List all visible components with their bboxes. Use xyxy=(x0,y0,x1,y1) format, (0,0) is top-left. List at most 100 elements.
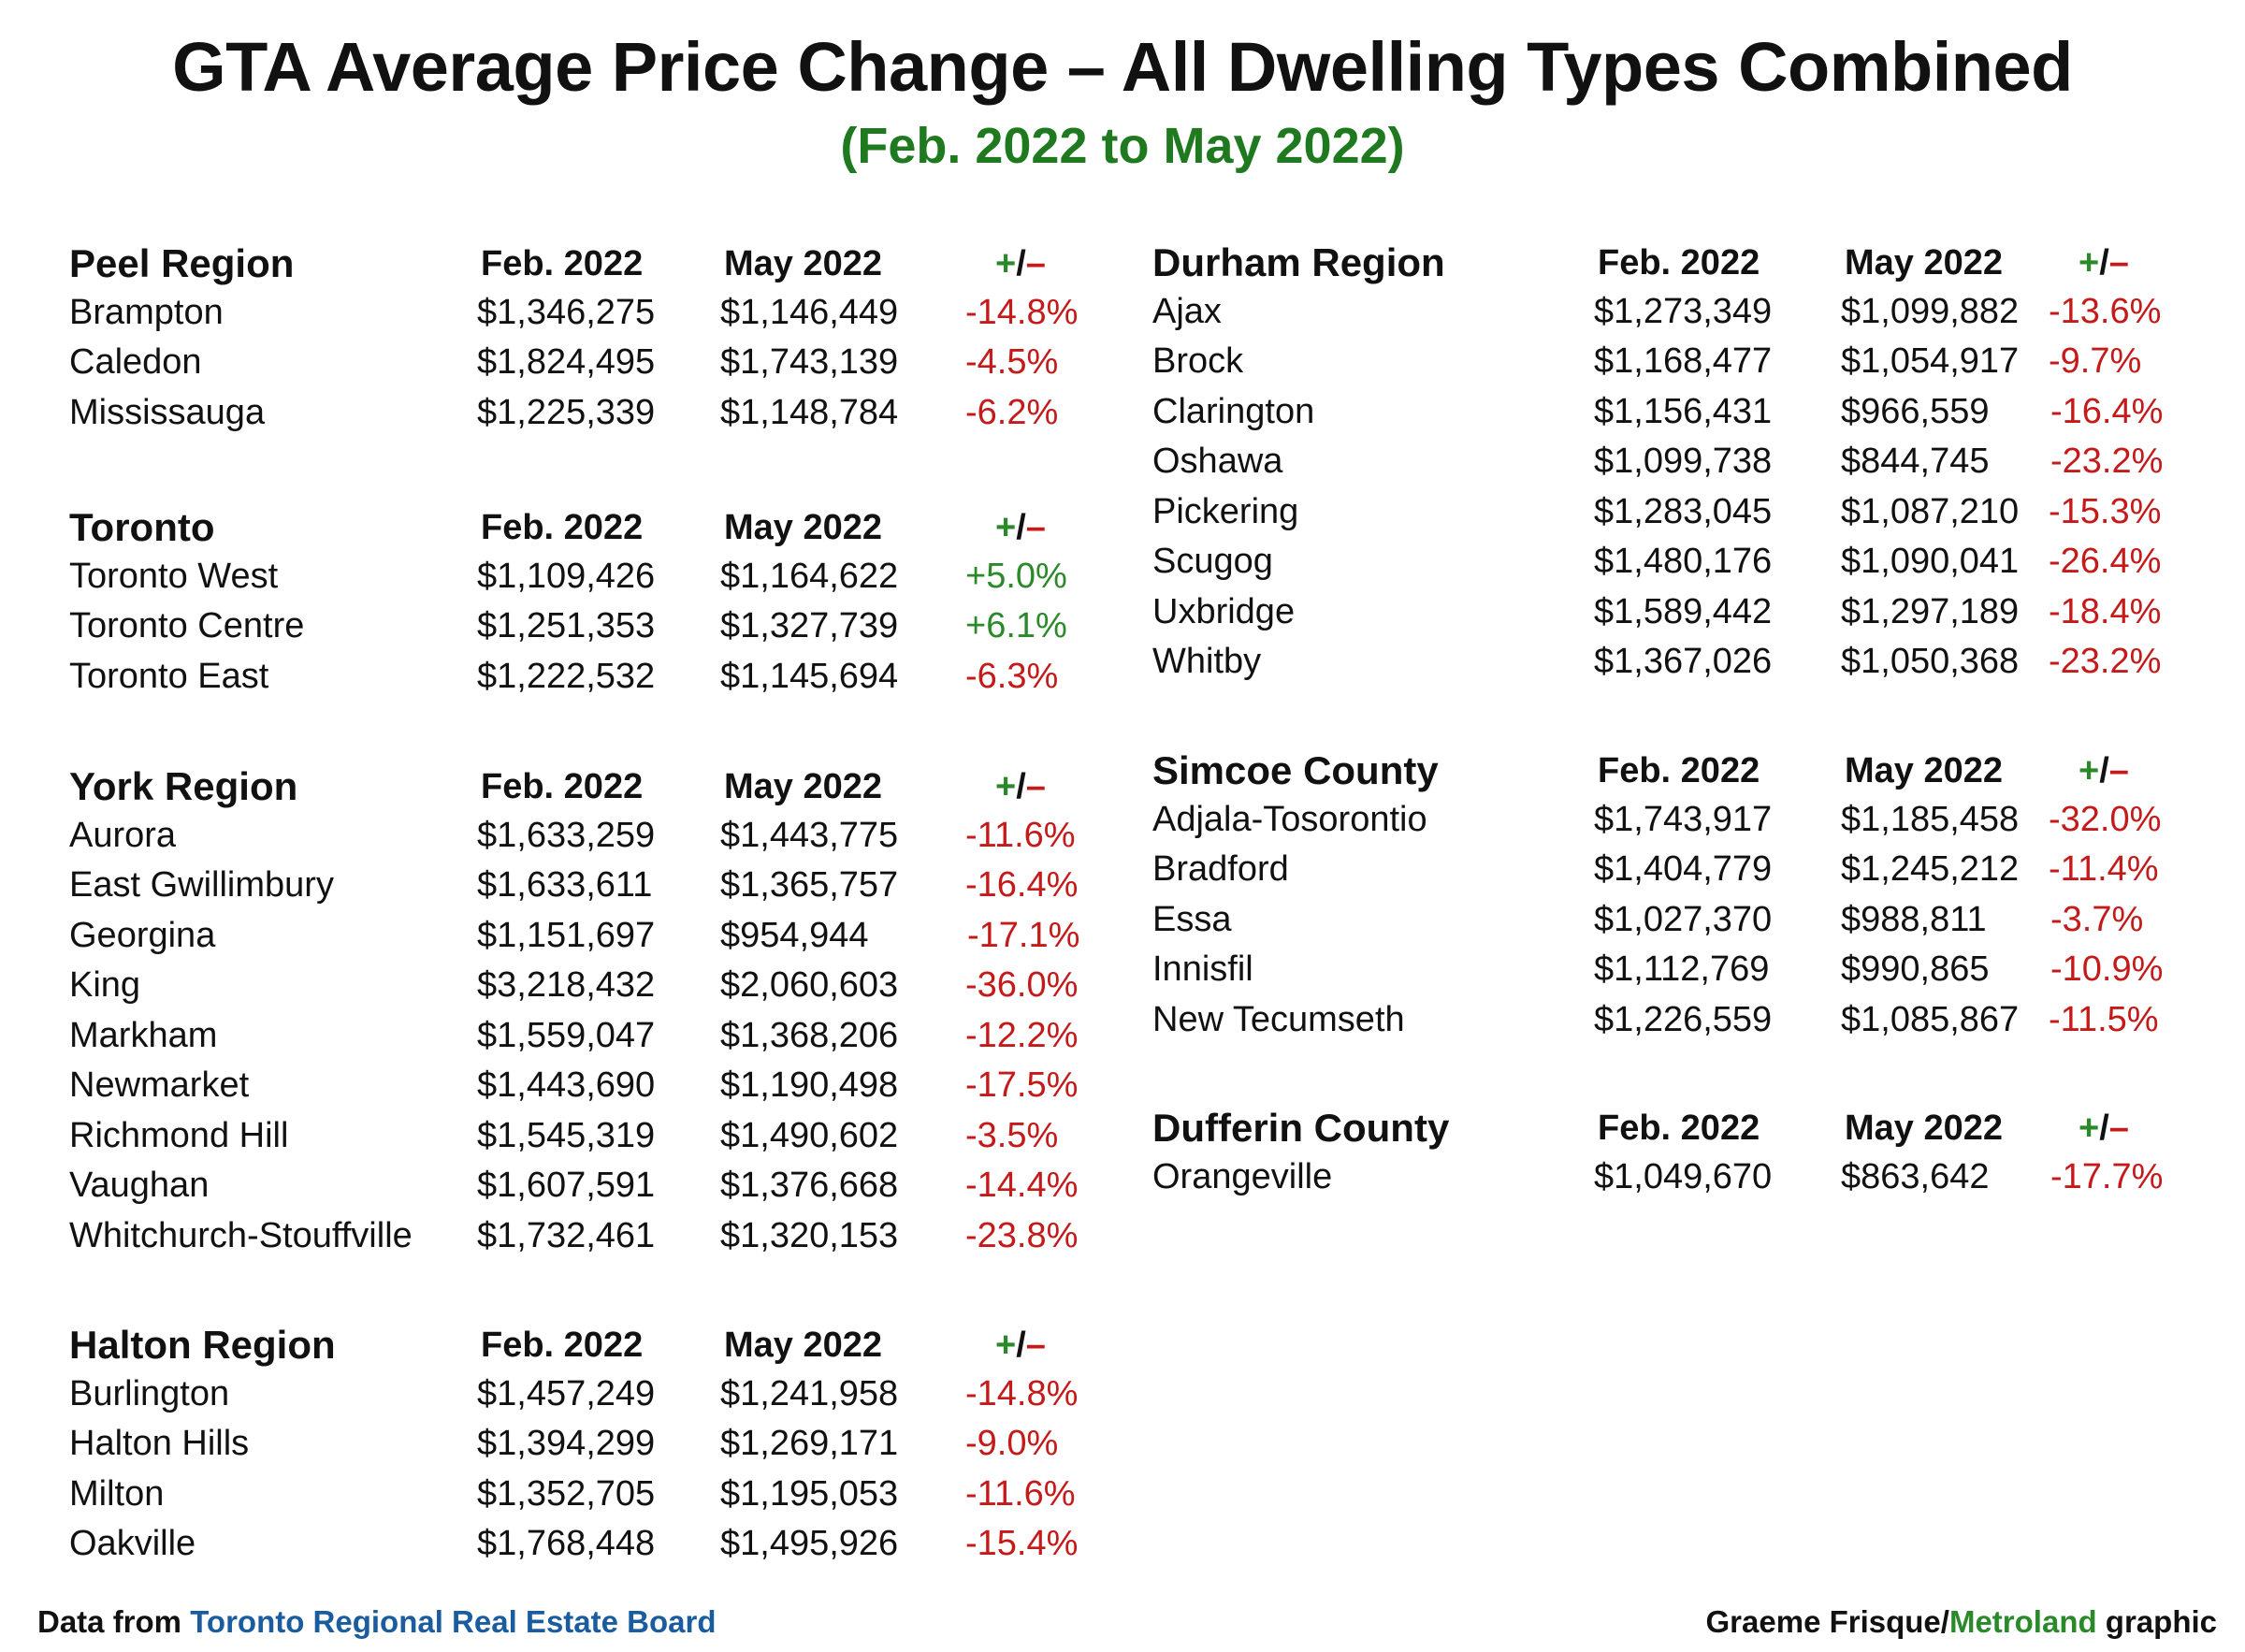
col-header-feb: Feb. 2022 xyxy=(1598,243,1760,283)
col-header-feb: Feb. 2022 xyxy=(1598,1109,1760,1148)
place-name: Oshawa xyxy=(1152,442,1283,481)
region-table: Peel Region Feb. 2022 May 2022 +/– Brampton $… xyxy=(69,238,1098,438)
price-feb: $1,732,461 xyxy=(477,1215,656,1255)
percent-change: -14.8% xyxy=(965,1373,1079,1413)
percent-change: -3.7% xyxy=(2050,899,2144,939)
table-row: Pickering $1,283,045 $1,087,210 -15.3% xyxy=(1152,487,2181,538)
region-header-row: Dufferin County Feb. 2022 May 2022 +/– xyxy=(1152,1102,2181,1152)
price-feb: $1,151,697 xyxy=(477,915,656,955)
price-feb: $1,251,353 xyxy=(477,606,656,645)
table-row: Clarington $1,156,431 $966,559 -16.4% xyxy=(1152,387,2181,438)
col-header-feb: Feb. 2022 xyxy=(481,244,644,283)
price-may: $1,185,458 xyxy=(1841,799,2020,839)
price-may: $863,642 xyxy=(1841,1156,1990,1196)
price-may: $1,085,867 xyxy=(1841,999,2020,1039)
price-may: $2,060,603 xyxy=(720,965,899,1005)
change-minus-sign: – xyxy=(1025,1326,1046,1365)
change-plus-sign: + xyxy=(995,508,1017,547)
credit-suffix: graphic xyxy=(2096,1604,2217,1639)
price-feb: $1,545,319 xyxy=(477,1115,656,1155)
place-name: Burlington xyxy=(69,1373,230,1413)
price-feb: $1,222,532 xyxy=(477,656,656,696)
col-header-may: May 2022 xyxy=(724,1326,883,1365)
percent-change: -11.4% xyxy=(2049,849,2159,889)
place-name: Whitchurch-Stouffville xyxy=(69,1215,413,1255)
price-may: $1,376,668 xyxy=(720,1166,899,1205)
col-header-may: May 2022 xyxy=(724,767,883,806)
table-row: Vaughan $1,607,591 $1,376,668 -14.4% xyxy=(69,1161,1098,1211)
price-may: $1,148,784 xyxy=(720,392,899,432)
percent-change: -10.9% xyxy=(2050,949,2164,989)
change-minus-sign: – xyxy=(1025,508,1046,547)
price-feb: $1,099,738 xyxy=(1594,442,1773,481)
percent-change: -11.5% xyxy=(2049,999,2159,1039)
price-may: $1,320,153 xyxy=(720,1215,899,1255)
table-row: Oshawa $1,099,738 $844,745 -23.2% xyxy=(1152,437,2181,487)
place-name: Brampton xyxy=(69,292,224,332)
region-header-row: Durham Region Feb. 2022 May 2022 +/– xyxy=(1152,237,2181,287)
percent-change: +5.0% xyxy=(965,556,1067,596)
place-name: Clarington xyxy=(1152,391,1315,431)
percent-change: -11.6% xyxy=(965,1473,1076,1514)
source-name: Toronto Regional Real Estate Board xyxy=(190,1604,717,1639)
table-row: Orangeville $1,049,670 $863,642 -17.7% xyxy=(1152,1152,2181,1203)
place-name: Newmarket xyxy=(69,1065,250,1105)
price-feb: $1,168,477 xyxy=(1594,341,1773,381)
place-name: Markham xyxy=(69,1015,218,1055)
percent-change: -36.0% xyxy=(965,965,1079,1005)
table-row: Richmond Hill $1,545,319 $1,490,602 -3.5% xyxy=(69,1111,1098,1162)
table-row: Uxbridge $1,589,442 $1,297,189 -18.4% xyxy=(1152,587,2181,638)
table-row: Milton $1,352,705 $1,195,053 -11.6% xyxy=(69,1470,1098,1520)
price-feb: $1,283,045 xyxy=(1594,491,1773,531)
credit-name: Graeme Frisque/ xyxy=(1705,1604,1949,1639)
price-feb: $1,768,448 xyxy=(477,1524,656,1563)
region-name: Durham Region xyxy=(1152,240,1445,284)
percent-change: -9.0% xyxy=(965,1424,1059,1463)
table-row: Essa $1,027,370 $988,811 -3.7% xyxy=(1152,895,2181,946)
price-may: $1,365,757 xyxy=(720,865,899,905)
place-name: Brock xyxy=(1152,341,1244,381)
place-name: King xyxy=(69,965,141,1005)
place-name: Uxbridge xyxy=(1152,591,1296,631)
col-header-feb: Feb. 2022 xyxy=(481,767,644,806)
price-feb: $1,457,249 xyxy=(477,1373,656,1413)
price-may: $990,865 xyxy=(1841,949,1990,989)
change-minus-sign: – xyxy=(1025,244,1046,283)
table-row: Brock $1,168,477 $1,054,917 -9.7% xyxy=(1152,337,2181,387)
price-feb: $1,480,176 xyxy=(1594,542,1773,581)
table-row: Toronto East $1,222,532 $1,145,694 -6.3% xyxy=(69,652,1098,703)
place-name: Aurora xyxy=(69,815,177,855)
percent-change: -14.4% xyxy=(965,1166,1079,1205)
table-row: Adjala-Tosorontio $1,743,917 $1,185,458 -32… xyxy=(1152,795,2181,846)
table-row: Burlington $1,457,249 $1,241,958 -14.8% xyxy=(69,1369,1098,1420)
col-header-may: May 2022 xyxy=(1845,1109,2004,1148)
col-header-feb: Feb. 2022 xyxy=(481,1326,644,1365)
table-row: Whitchurch-Stouffville $1,732,461 $1,320,1… xyxy=(69,1211,1098,1262)
table-row: Whitby $1,367,026 $1,050,368 -23.2% xyxy=(1152,637,2181,688)
region-name: Simcoe County xyxy=(1152,748,1439,792)
price-may: $1,490,602 xyxy=(720,1115,899,1155)
price-may: $1,443,775 xyxy=(720,815,899,855)
price-feb: $1,633,259 xyxy=(477,815,656,855)
percent-change: -17.1% xyxy=(967,915,1080,955)
percent-change: -15.4% xyxy=(965,1524,1079,1563)
percent-change: -17.7% xyxy=(2050,1156,2164,1196)
price-feb: $1,352,705 xyxy=(477,1473,656,1514)
place-name: Pickering xyxy=(1152,491,1299,531)
price-may: $844,745 xyxy=(1841,442,1990,481)
price-may: $1,743,139 xyxy=(720,342,899,382)
percent-change: -23.2% xyxy=(2049,642,2162,681)
price-may: $988,811 xyxy=(1841,899,1987,939)
price-feb: $1,226,559 xyxy=(1594,999,1773,1039)
price-feb: $1,404,779 xyxy=(1594,849,1773,889)
price-may: $1,195,053 xyxy=(720,1473,899,1514)
source-note: Data from Toronto Regional Real Estate B… xyxy=(37,1603,717,1641)
price-feb: $1,559,047 xyxy=(477,1015,656,1055)
price-may: $1,090,041 xyxy=(1841,542,2020,581)
col-header-change: +/– xyxy=(995,501,1046,554)
percent-change: -16.4% xyxy=(965,865,1079,905)
place-name: Mississauga xyxy=(69,392,266,432)
table-row: Markham $1,559,047 $1,368,206 -12.2% xyxy=(69,1011,1098,1062)
region-name: Peel Region xyxy=(69,241,295,285)
table-row: Brampton $1,346,275 $1,146,449 -14.8% xyxy=(69,288,1098,339)
